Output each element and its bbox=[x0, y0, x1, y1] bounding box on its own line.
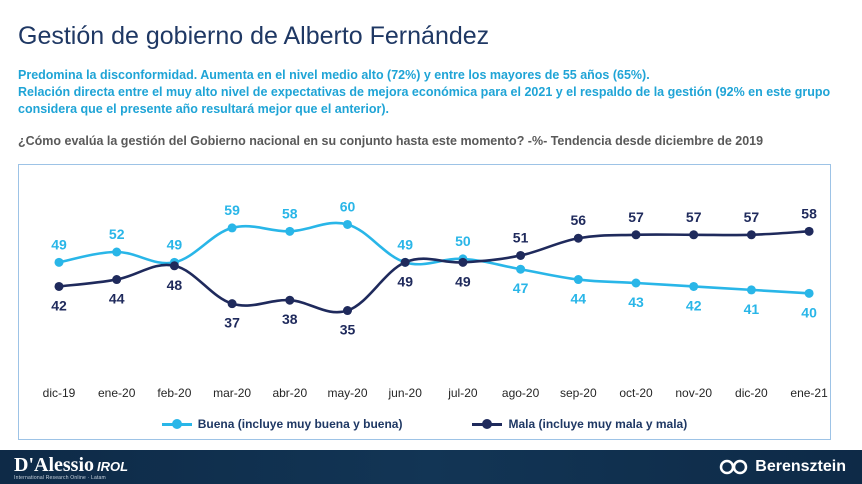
data-label-buena-abr-20: 58 bbox=[282, 205, 298, 221]
data-point-mala-ene-21 bbox=[804, 226, 814, 236]
chart-panel: 49 52 49 59 58 60 49 50 47 44 43 42 41 40 42 44 48 37 38 35… bbox=[18, 164, 831, 440]
x-tick-label-sep-20: sep-20 bbox=[560, 386, 597, 400]
data-label-buena-sep-20: 44 bbox=[571, 291, 587, 307]
data-label-buena-nov-20: 42 bbox=[686, 297, 702, 313]
data-label-buena-dic-20: 41 bbox=[744, 301, 760, 317]
x-tick-label-dic-19: dic-19 bbox=[43, 386, 76, 400]
dalessio-tagline: International Research Online · Latam bbox=[14, 475, 106, 481]
data-point-mala-may-20 bbox=[343, 306, 352, 316]
berensztein-logo: Berensztein bbox=[719, 458, 846, 476]
data-label-buena-ago-20: 47 bbox=[513, 280, 529, 296]
data-label-mala-jul-20: 49 bbox=[455, 273, 471, 289]
x-tick-label-may-20: may-20 bbox=[327, 386, 367, 400]
data-label-mala-feb-20: 48 bbox=[167, 277, 183, 293]
data-point-mala-abr-20 bbox=[285, 295, 295, 305]
data-label-mala-ene-20: 44 bbox=[109, 291, 125, 307]
data-point-mala-sep-20 bbox=[573, 233, 583, 243]
page-title: Gestión de gobierno de Alberto Fernández bbox=[18, 22, 490, 50]
berensztein-brand: Berensztein bbox=[755, 458, 846, 475]
data-point-mala-dic-19 bbox=[54, 281, 64, 291]
data-label-buena-ene-20: 52 bbox=[109, 226, 125, 242]
data-label-mala-jun-20: 49 bbox=[397, 273, 413, 289]
data-label-mala-may-20: 35 bbox=[340, 322, 356, 338]
data-label-mala-dic-19: 42 bbox=[51, 297, 67, 313]
data-label-buena-oct-20: 43 bbox=[628, 294, 644, 310]
subtitle: Predomina la disconformidad. Aumenta en … bbox=[18, 67, 844, 118]
data-label-buena-feb-20: 49 bbox=[167, 236, 183, 252]
x-tick-label-ene-20: ene-20 bbox=[98, 386, 136, 400]
data-point-mala-feb-20 bbox=[169, 261, 179, 271]
series-line-mala bbox=[58, 230, 810, 314]
legend-item-mala: Mala (incluye muy mala y mala) bbox=[472, 417, 687, 431]
data-point-mala-ene-20 bbox=[112, 275, 122, 285]
series-line-buena bbox=[58, 221, 810, 295]
data-point-mala-ago-20 bbox=[516, 250, 526, 260]
data-point-mala-nov-20 bbox=[689, 230, 699, 240]
data-point-mala-oct-20 bbox=[631, 230, 641, 240]
data-label-mala-oct-20: 57 bbox=[628, 209, 644, 225]
data-point-buena-mar-20 bbox=[227, 223, 237, 233]
data-label-buena-jun-20: 49 bbox=[397, 236, 413, 252]
dalessio-brand: D'Alessio bbox=[14, 454, 94, 476]
data-label-buena-jul-20: 50 bbox=[455, 233, 471, 249]
data-point-buena-nov-20 bbox=[689, 281, 699, 291]
data-label-mala-dic-20: 57 bbox=[744, 209, 760, 225]
data-point-buena-dic-20 bbox=[746, 285, 756, 295]
x-tick-label-oct-20: oct-20 bbox=[619, 386, 653, 400]
x-tick-label-feb-20: feb-20 bbox=[157, 386, 191, 400]
data-label-mala-mar-20: 37 bbox=[224, 315, 240, 331]
data-label-mala-sep-20: 56 bbox=[571, 212, 587, 228]
data-point-buena-abr-20 bbox=[285, 226, 295, 236]
x-tick-label-ene-21: ene-21 bbox=[790, 386, 828, 400]
x-tick-label-jun-20: jun-20 bbox=[388, 386, 423, 400]
irol-brand: IROL bbox=[97, 459, 129, 474]
data-label-mala-ene-21: 58 bbox=[801, 205, 817, 221]
x-tick-label-abr-20: abr-20 bbox=[272, 386, 307, 400]
data-point-buena-dic-19 bbox=[54, 257, 64, 267]
data-label-mala-ago-20: 51 bbox=[513, 229, 529, 245]
legend-swatch-buena bbox=[161, 419, 192, 429]
data-label-mala-nov-20: 57 bbox=[686, 209, 702, 225]
data-label-buena-mar-20: 59 bbox=[224, 202, 240, 218]
legend-label-mala: Mala (incluye muy mala y mala) bbox=[508, 417, 688, 431]
data-point-buena-ene-21 bbox=[804, 288, 814, 298]
data-point-buena-sep-20 bbox=[573, 275, 583, 285]
data-point-buena-may-20 bbox=[343, 219, 352, 229]
subtitle-line-2: Relación directa entre el muy alto nivel… bbox=[18, 85, 831, 116]
data-point-buena-ago-20 bbox=[516, 264, 526, 274]
dalessio-logo: D'Alessio IROL International Research Onl… bbox=[14, 454, 128, 481]
subtitle-line-1: Predomina la disconformidad. Aumenta en … bbox=[18, 68, 650, 82]
legend-item-buena: Buena (incluye muy buena y buena) bbox=[161, 417, 403, 431]
x-tick-label-ago-20: ago-20 bbox=[502, 386, 540, 400]
data-point-mala-jul-20 bbox=[458, 257, 468, 267]
data-label-mala-abr-20: 38 bbox=[282, 311, 298, 327]
x-tick-label-mar-20: mar-20 bbox=[213, 386, 251, 400]
data-point-mala-dic-20 bbox=[746, 230, 756, 240]
legend-label-buena: Buena (incluye muy buena y buena) bbox=[197, 417, 403, 431]
data-label-buena-ene-21: 40 bbox=[801, 304, 817, 320]
data-point-buena-ene-20 bbox=[112, 247, 122, 257]
chart-legend: Buena (incluye muy buena y buena) Mala (… bbox=[19, 417, 830, 431]
x-tick-label-nov-20: nov-20 bbox=[675, 386, 712, 400]
x-tick-label-jul-20: jul-20 bbox=[447, 386, 478, 400]
data-point-mala-jun-20 bbox=[400, 257, 410, 267]
data-label-buena-may-20: 60 bbox=[340, 198, 356, 214]
line-chart: 49 52 49 59 58 60 49 50 47 44 43 42 41 40 42 44 48 37 38 35… bbox=[43, 198, 828, 400]
berensztein-mark-icon bbox=[719, 459, 749, 475]
data-label-buena-dic-19: 49 bbox=[51, 236, 67, 252]
x-tick-label-dic-20: dic-20 bbox=[735, 386, 768, 400]
legend-swatch-mala bbox=[472, 419, 503, 429]
survey-question: ¿Cómo evalúa la gestión del Gobierno nac… bbox=[18, 134, 764, 148]
data-point-buena-oct-20 bbox=[631, 278, 641, 288]
data-point-mala-mar-20 bbox=[227, 299, 237, 309]
footer-bar: D'Alessio IROL International Research Onl… bbox=[0, 450, 862, 484]
